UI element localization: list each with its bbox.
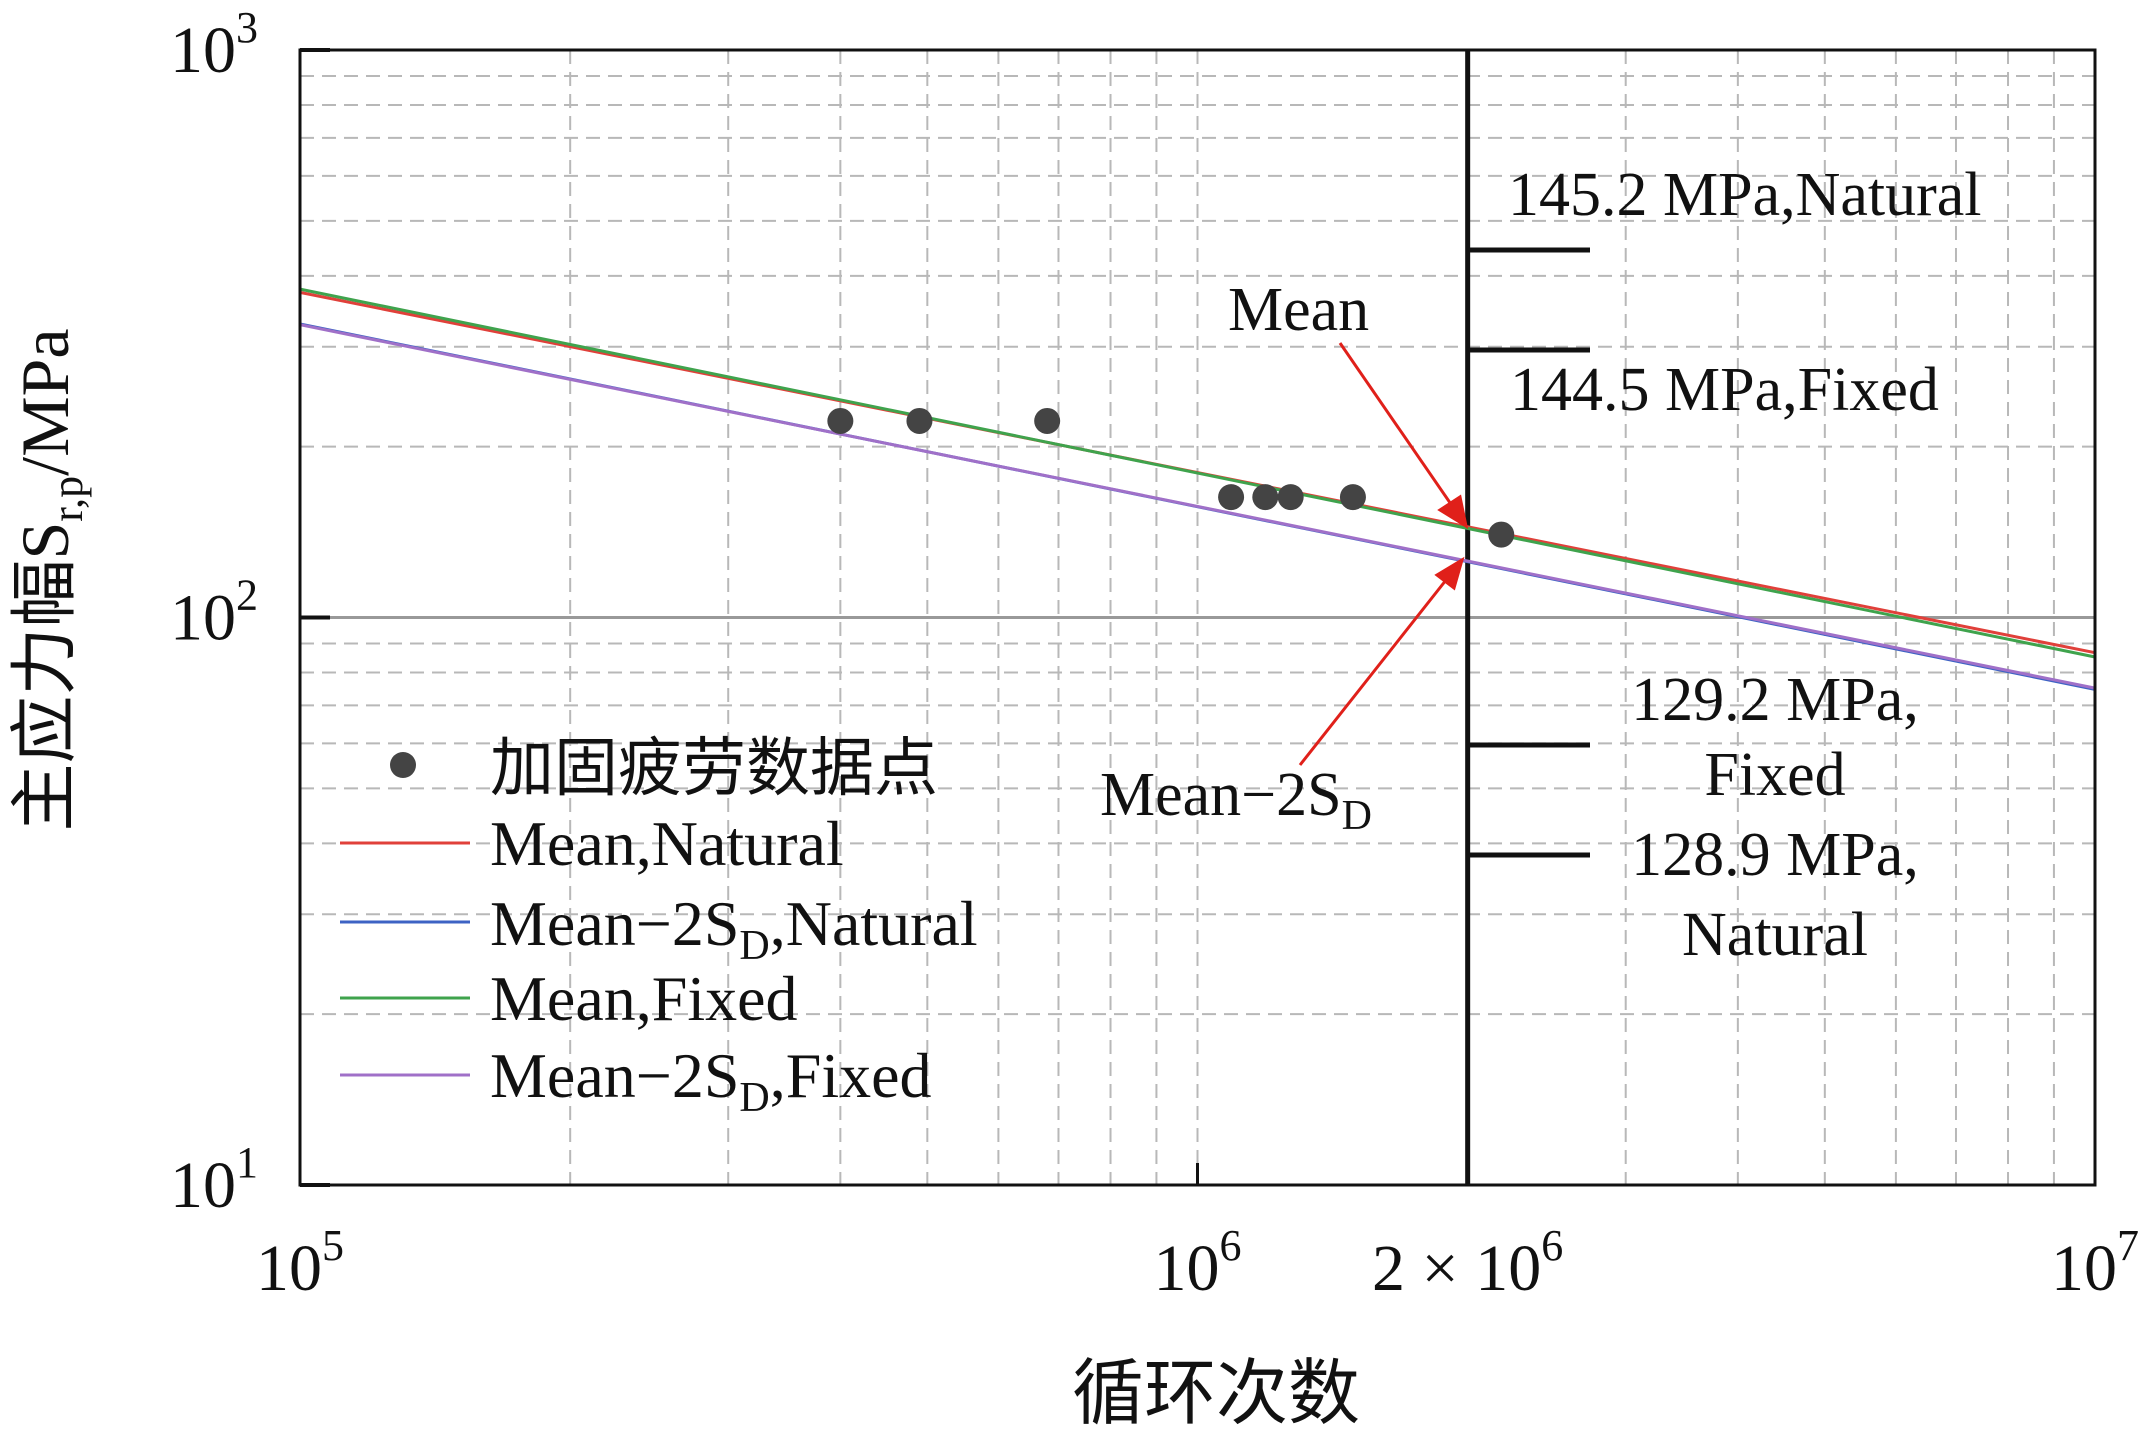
legend-label-mean2sd-fixed: Mean−2SD,Fixed <box>490 1040 932 1121</box>
x-tick-exp: 6 <box>1541 1221 1563 1270</box>
legend: 加固疲劳数据点 Mean,Natural Mean−2SD,Natural Me… <box>340 733 978 1121</box>
y-axis-label-main: 主应力幅S <box>7 522 83 832</box>
annotations: 145.2 MPa,Natural 144.5 MPa,Fixed Mean M… <box>1100 161 1982 969</box>
data-point <box>1277 484 1304 511</box>
data-point <box>1034 407 1061 434</box>
legend-label-mean2sd-natural: Mean−2SD,Natural <box>490 888 978 969</box>
y-tick-exp: 3 <box>236 3 258 52</box>
x-axis-label: 循环次数 <box>1072 1354 1360 1430</box>
data-point <box>1218 484 1245 511</box>
sd-arrow-line <box>1298 574 1452 766</box>
mean-label: Mean <box>1228 276 1369 344</box>
legend-label-mean2sd-natural-sub: D <box>739 923 769 969</box>
legend-label-mean2sd-natural-tail: ,Natural <box>770 888 978 959</box>
y-axis-label: 主应力幅Sr,p/MPa <box>7 328 92 831</box>
x-tick-exp: 7 <box>2117 1221 2139 1270</box>
legend-label-points: 加固疲劳数据点 <box>490 733 938 804</box>
y-tick-base: 10 <box>170 1149 236 1222</box>
value-markers <box>1467 247 1590 858</box>
y-tick-exp: 1 <box>236 1138 258 1187</box>
value-label-144-5: 144.5 MPa,Fixed <box>1510 356 1939 424</box>
arrows <box>1298 342 1469 766</box>
x-tick-label: 2 × 106 <box>1372 1221 1563 1305</box>
value-label-129-2-line2: Fixed <box>1704 741 1845 809</box>
series-lines <box>299 287 2096 691</box>
grid <box>300 50 2095 1185</box>
y-tick-label: 103 <box>170 3 258 87</box>
mean-2sd-label-sub: D <box>1342 793 1372 839</box>
y-tick-exp: 2 <box>236 571 258 620</box>
mean-2sd-label-main: Mean−2S <box>1100 761 1342 829</box>
value-label-128-9-line2: Natural <box>1682 901 1868 969</box>
data-point <box>1252 484 1279 511</box>
value-label-128-9-line1: 128.9 MPa, <box>1631 821 1919 889</box>
series-line-2 <box>299 287 2096 659</box>
data-point <box>906 407 933 434</box>
legend-label-mean2sd-natural-main: Mean−2S <box>490 888 739 959</box>
x-tick-label: 107 <box>2051 1221 2139 1305</box>
legend-label-mean2sd-fixed-tail: ,Fixed <box>770 1040 932 1111</box>
legend-label-mean-fixed: Mean,Fixed <box>490 963 798 1034</box>
value-label-129-2-line1: 129.2 MPa, <box>1631 666 1919 734</box>
x-tick-base: 10 <box>2051 1232 2117 1305</box>
x-tick-base: 2 × 10 <box>1372 1232 1541 1305</box>
y-tick-label: 102 <box>170 571 258 655</box>
legend-label-mean2sd-fixed-main: Mean−2S <box>490 1040 739 1111</box>
mean-arrow-head <box>1437 494 1469 530</box>
y-axis-label-tail: /MPa <box>7 328 83 475</box>
mean-2sd-label: Mean−2SD <box>1100 761 1372 839</box>
sd-arrow-head <box>1434 556 1465 591</box>
data-point <box>827 407 854 434</box>
y-axis-label-sub: r,p <box>43 476 92 522</box>
x-tick-label: 106 <box>1154 1221 1242 1305</box>
x-tick-base: 10 <box>1154 1232 1220 1305</box>
value-label-145-2: 145.2 MPa,Natural <box>1508 161 1982 229</box>
y-tick-base: 10 <box>170 14 236 87</box>
legend-label-mean2sd-fixed-sub: D <box>739 1075 769 1121</box>
y-tick-label: 101 <box>170 1138 258 1222</box>
data-point <box>1488 521 1515 548</box>
data-point <box>1339 484 1366 511</box>
mean-arrow-line <box>1338 342 1457 511</box>
series-line-3 <box>299 323 2096 690</box>
legend-marker-points <box>390 752 416 778</box>
legend-label-mean-natural: Mean,Natural <box>490 808 844 879</box>
x-tick-exp: 5 <box>322 1221 344 1270</box>
x-tick-exp: 6 <box>1220 1221 1242 1270</box>
x-tick-label: 105 <box>256 1221 344 1305</box>
x-tick-base: 10 <box>256 1232 322 1305</box>
data-points <box>827 407 1515 548</box>
y-tick-base: 10 <box>170 582 236 655</box>
